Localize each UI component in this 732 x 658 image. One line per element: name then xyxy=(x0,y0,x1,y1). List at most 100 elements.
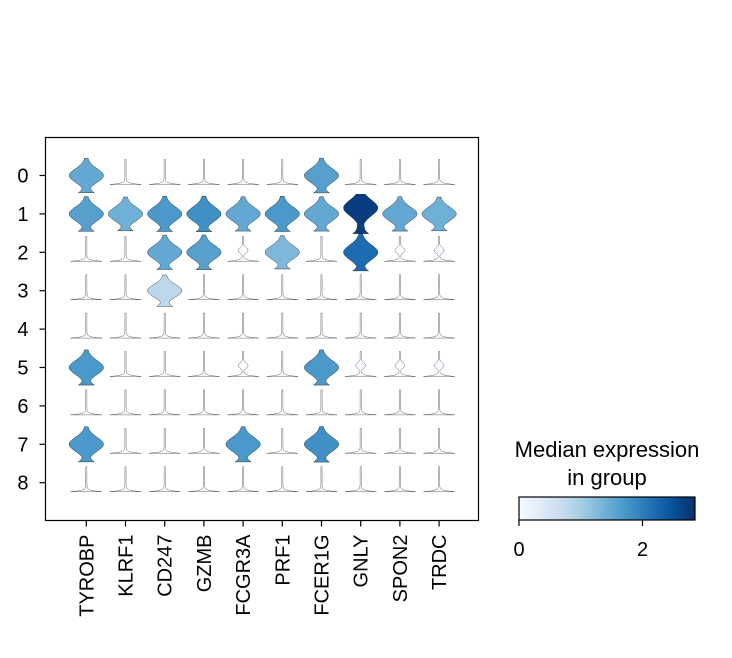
violin-FCER1G-group-6 xyxy=(305,389,338,416)
x-tick-label-TRDC: TRDC xyxy=(429,535,451,591)
violin-PRF1-group-7 xyxy=(266,428,298,454)
violin-SPON2-group-7 xyxy=(384,428,416,454)
violin-FCGR3A-group-4 xyxy=(227,312,259,339)
violin-PRF1-group-2 xyxy=(264,235,300,270)
violin-FCGR3A-group-1 xyxy=(225,196,261,232)
violin-FCGR3A-group-7 xyxy=(225,426,261,463)
violin-GNLY-group-8 xyxy=(345,466,377,492)
violin-FCER1G-group-1 xyxy=(304,196,339,232)
violin-GNLY-group-7 xyxy=(345,428,377,454)
violin-FCER1G-group-2 xyxy=(305,236,338,262)
violin-GZMB-group-6 xyxy=(188,389,220,416)
y-tick-label-6: 6 xyxy=(17,396,28,418)
violin-CD247-group-2 xyxy=(147,234,183,270)
x-tick-label-GNLY: GNLY xyxy=(351,535,373,588)
violin-CD247-group-0 xyxy=(149,159,181,185)
x-tick-label-GZMB: GZMB xyxy=(194,535,216,593)
y-tick-label-2: 2 xyxy=(17,242,28,264)
violin-GZMB-group-0 xyxy=(188,159,220,185)
y-tick-label-4: 4 xyxy=(17,319,28,341)
violin-GZMB-group-8 xyxy=(188,466,220,492)
x-tick-label-TYROBP: TYROBP xyxy=(76,535,98,617)
violin-KLRF1-group-5 xyxy=(109,351,142,377)
violin-FCER1G-group-0 xyxy=(304,157,339,194)
violin-SPON2-group-8 xyxy=(384,466,416,492)
violin-CD247-group-5 xyxy=(149,351,181,377)
violin-TRDC-group-8 xyxy=(423,466,455,492)
x-tick-label-FCER1G: FCER1G xyxy=(312,535,334,616)
y-tick-label-1: 1 xyxy=(17,204,28,226)
violin-FCGR3A-group-5 xyxy=(227,351,259,377)
violin-TYROBP-group-2 xyxy=(70,236,102,262)
violin-FCER1G-group-8 xyxy=(305,466,338,492)
violin-PRF1-group-4 xyxy=(266,312,298,339)
violin-PRF1-group-8 xyxy=(266,466,298,492)
violin-SPON2-group-4 xyxy=(384,312,416,339)
violin-FCGR3A-group-3 xyxy=(227,274,259,300)
violin-TRDC-group-1 xyxy=(421,196,457,231)
violin-CD247-group-8 xyxy=(149,466,181,492)
violin-KLRF1-group-0 xyxy=(109,159,142,185)
violin-GZMB-group-2 xyxy=(186,234,222,270)
x-tick-label-KLRF1: KLRF1 xyxy=(116,535,138,597)
violin-TRDC-group-3 xyxy=(423,274,455,300)
violin-KLRF1-group-1 xyxy=(108,196,143,231)
violin-GNLY-group-6 xyxy=(345,389,377,416)
violin-GNLY-group-0 xyxy=(345,159,377,185)
violin-CD247-group-6 xyxy=(149,389,181,416)
colorbar-gradient xyxy=(518,496,696,521)
violin-TYROBP-group-6 xyxy=(70,389,102,416)
x-tick-label-SPON2: SPON2 xyxy=(390,535,412,603)
violin-KLRF1-group-8 xyxy=(109,466,142,492)
violin-KLRF1-group-3 xyxy=(109,274,142,300)
x-axis: TYROBP KLRF1 CD247 GZMB FCGR3A PRF1 FCER1G GNLY… xyxy=(76,520,451,617)
violin-GNLY-group-2 xyxy=(343,233,379,272)
violin-FCGR3A-group-0 xyxy=(227,159,259,185)
violin-GZMB-group-3 xyxy=(188,274,220,300)
violin-SPON2-group-6 xyxy=(384,389,416,416)
violin-CD247-group-3 xyxy=(147,274,183,307)
violin-FCER1G-group-7 xyxy=(304,426,339,463)
violin-FCER1G-group-5 xyxy=(304,349,339,386)
violin-FCGR3A-group-2 xyxy=(227,236,259,262)
y-tick-label-7: 7 xyxy=(17,434,28,456)
x-tick-label-FCGR3A: FCGR3A xyxy=(233,534,255,616)
violin-PRF1-group-0 xyxy=(266,159,298,185)
violin-FCER1G-group-3 xyxy=(305,274,338,300)
violin-TRDC-group-2 xyxy=(423,236,455,262)
plot-frame xyxy=(44,136,480,522)
violin-GZMB-group-7 xyxy=(188,428,220,454)
violin-TRDC-group-0 xyxy=(423,159,455,185)
violin-TYROBP-group-0 xyxy=(68,158,104,193)
violin-FCGR3A-group-8 xyxy=(227,466,259,492)
violin-PRF1-group-3 xyxy=(266,274,298,300)
violin-GNLY-group-3 xyxy=(345,274,377,300)
violin-FCER1G-group-4 xyxy=(305,312,338,339)
violin-TYROBP-group-7 xyxy=(68,426,104,463)
y-tick-label-5: 5 xyxy=(17,358,28,380)
violin-SPON2-group-5 xyxy=(384,351,416,377)
violin-TYROBP-group-8 xyxy=(70,466,102,492)
violin-TYROBP-group-4 xyxy=(70,312,102,339)
y-axis: 0 1 2 3 4 5 6 7 8 xyxy=(17,166,46,495)
violin-SPON2-group-2 xyxy=(384,236,416,262)
violin-CD247-group-4 xyxy=(149,312,181,339)
violin-SPON2-group-1 xyxy=(382,196,418,232)
violin-TRDC-group-4 xyxy=(423,312,455,339)
violin-CD247-group-7 xyxy=(149,428,181,454)
violin-TYROBP-group-5 xyxy=(68,349,104,386)
violin-PRF1-group-5 xyxy=(266,351,298,377)
violin-SPON2-group-3 xyxy=(384,274,416,300)
violin-PRF1-group-1 xyxy=(264,196,300,232)
colorbar-title-line-1: Median expression xyxy=(515,437,700,462)
violin-SPON2-group-0 xyxy=(384,159,416,185)
violin-TYROBP-group-3 xyxy=(70,274,102,300)
violin-GZMB-group-4 xyxy=(188,312,220,339)
violin-FCGR3A-group-6 xyxy=(227,389,259,416)
violin-GNLY-group-4 xyxy=(345,312,377,339)
violin-GZMB-group-1 xyxy=(186,195,222,232)
violin-GNLY-group-5 xyxy=(345,351,377,377)
y-tick-label-3: 3 xyxy=(17,281,28,303)
x-tick-label-CD247: CD247 xyxy=(155,535,177,597)
